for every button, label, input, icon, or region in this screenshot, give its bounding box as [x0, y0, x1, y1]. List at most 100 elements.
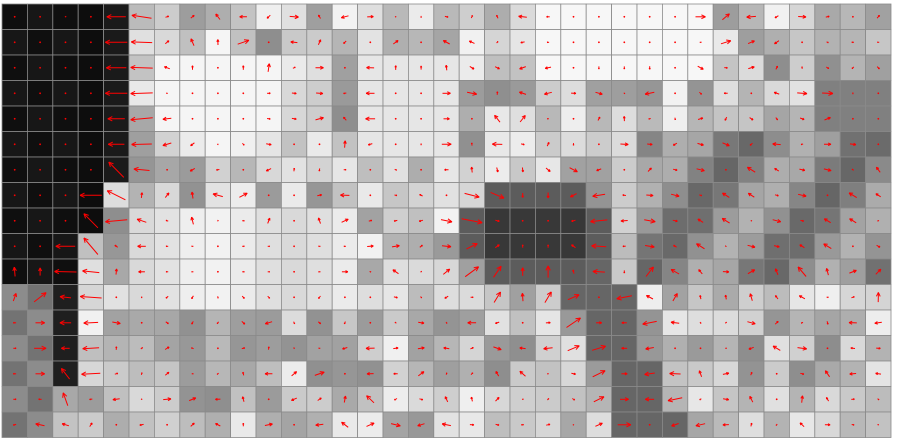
gradient-arrow [774, 320, 779, 325]
gradient-arrow [852, 92, 854, 95]
gradient-arrow [674, 92, 676, 95]
gradient-arrow [418, 321, 425, 325]
gradient-arrow [620, 219, 628, 223]
gradient-arrow [547, 398, 550, 401]
gradient-arrow [242, 92, 245, 95]
gradient-arrow [190, 422, 195, 427]
grid-cell [382, 360, 409, 387]
gradient-arrow [164, 346, 170, 350]
gradient-arrow [750, 92, 753, 95]
gradient-arrow [315, 65, 324, 70]
gradient-arrow [699, 347, 702, 350]
gradient-arrow [242, 270, 245, 273]
gradient-arrow [165, 270, 169, 273]
gradient-arrow [293, 296, 295, 299]
gradient-arrow [340, 192, 350, 198]
gradient-arrow [216, 168, 220, 171]
gradient-arrow [241, 321, 246, 325]
gradient-arrow [61, 346, 70, 351]
gradient-arrow [774, 167, 780, 172]
gradient-arrow [217, 347, 219, 350]
grid-cell [153, 54, 181, 81]
grid-cell [204, 411, 231, 438]
gradient-arrow [441, 141, 452, 147]
gradient-arrow [139, 423, 144, 427]
gradient-arrow [470, 15, 474, 19]
grid-cell [77, 258, 104, 285]
gradient-arrow [800, 219, 805, 222]
gradient-arrow [64, 219, 67, 222]
gradient-arrow [191, 92, 194, 95]
gradient-arrow [191, 347, 194, 350]
gradient-arrow [241, 295, 245, 299]
gradient-arrow [849, 269, 857, 274]
gradient-arrow [520, 293, 525, 302]
gradient-arrow [520, 267, 525, 276]
gradient-arrow [592, 192, 606, 199]
gradient-arrow [598, 296, 600, 299]
gradient-arrow [33, 292, 47, 303]
gradient-arrow [698, 370, 703, 377]
gradient-arrow [469, 65, 475, 70]
gradient-arrow [496, 167, 499, 173]
gradient-arrow [672, 168, 678, 172]
gradient-arrow [293, 347, 295, 350]
gradient-arrow [823, 168, 832, 172]
gradient-arrow [79, 294, 102, 300]
gradient-arrow [441, 244, 452, 249]
gradient-arrow [800, 143, 804, 146]
gradient-arrow [420, 143, 422, 146]
gradient-arrow [622, 194, 626, 197]
gradient-arrow [266, 63, 271, 72]
gradient-arrows [12, 13, 882, 428]
gradient-arrow [621, 346, 628, 350]
grid-cell [52, 309, 79, 336]
grid-cell [255, 258, 282, 285]
gradient-arrow [242, 422, 245, 427]
gradient-arrow [798, 295, 806, 300]
gradient-arrow [852, 117, 854, 120]
gradient-arrow [620, 142, 629, 147]
gradient-arrow [62, 392, 69, 406]
gradient-arrow [342, 347, 348, 350]
gradient-arrow [494, 66, 500, 70]
gradient-arrow [521, 167, 525, 173]
gradient-arrow [217, 92, 219, 95]
gradient-arrow [616, 295, 632, 301]
gradient-arrow [546, 423, 551, 426]
gradient-arrow [617, 422, 632, 428]
gradient-arrow [314, 371, 325, 376]
gradient-arrow [442, 268, 451, 275]
gradient-arrow [824, 423, 831, 427]
gradient-arrow [496, 41, 499, 44]
gradient-arrow [130, 64, 153, 71]
gradient-arrow [417, 371, 425, 377]
gradient-arrow [519, 91, 527, 95]
gradient-arrow [797, 346, 807, 351]
gradient-arrow [131, 13, 152, 19]
gradient-arrow [823, 243, 832, 250]
gradient-arrow [13, 194, 16, 197]
gradient-arrow [519, 115, 526, 123]
gradient-arrow [191, 270, 194, 273]
gradient-arrow [394, 194, 398, 197]
gradient-arrow [343, 116, 347, 121]
gradient-arrow [216, 372, 219, 375]
gradient-arrow [826, 194, 829, 197]
gradient-arrow [544, 91, 552, 96]
gradient-arrow [623, 168, 626, 171]
gradient-arrow [877, 41, 880, 44]
gradient-arrow [750, 422, 753, 427]
gradient-arrow [571, 91, 577, 95]
gradient-arrow [191, 65, 194, 70]
gradient-arrow [598, 143, 600, 146]
gradient-arrow [365, 91, 375, 96]
gradient-arrow [748, 65, 755, 70]
gradient-arrow [344, 66, 346, 69]
gradient-arrow [725, 168, 727, 171]
gradient-arrow [772, 142, 781, 147]
gradient-arrow [598, 41, 600, 44]
gradient-arrow [394, 65, 397, 70]
gradient-arrow [164, 371, 170, 376]
